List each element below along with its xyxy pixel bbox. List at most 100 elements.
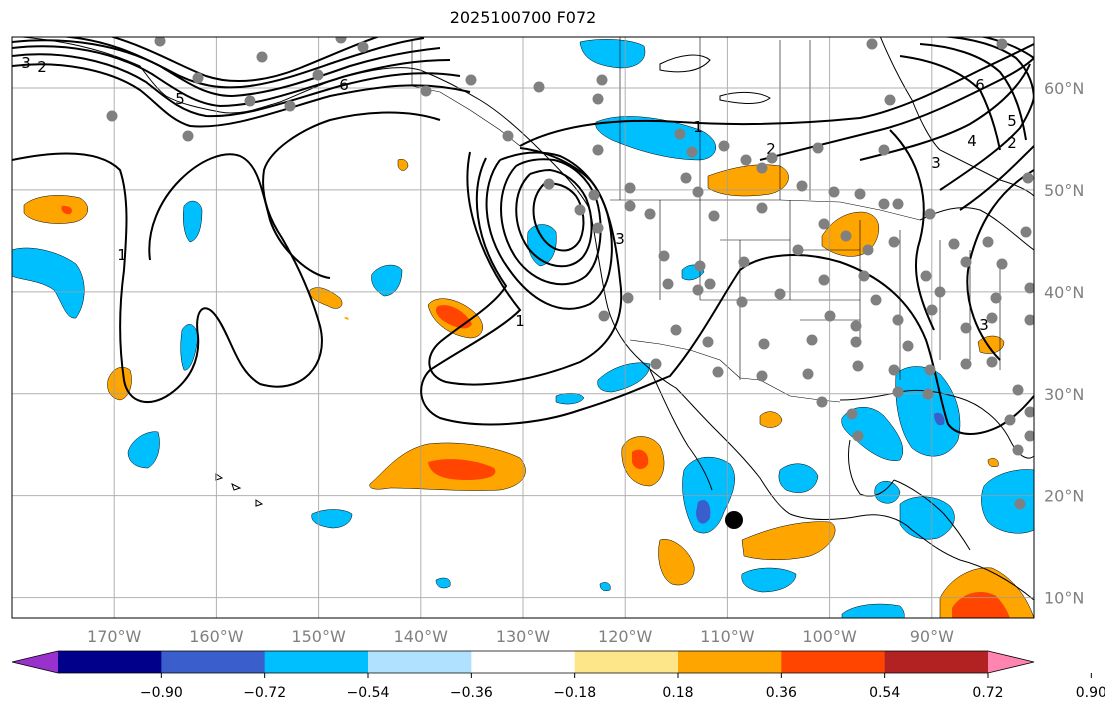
observation-point (650, 358, 662, 370)
colorbar-tick-label: −0.36 (450, 685, 493, 701)
observation-point (1024, 430, 1034, 442)
cool-anomaly-core (934, 412, 945, 426)
observation-point (644, 208, 656, 220)
lat-label: 60°N (1044, 79, 1084, 98)
lat-label: 30°N (1044, 385, 1084, 404)
observation-point (888, 236, 900, 248)
observation-point (920, 270, 932, 282)
cool-anomaly (180, 324, 199, 371)
lon-label: 170°W (87, 627, 142, 646)
observation-point (598, 310, 610, 322)
observation-point (702, 336, 714, 348)
warm-anomaly (309, 287, 343, 309)
observation-point (792, 244, 804, 256)
lat-label: 40°N (1044, 283, 1084, 302)
observation-point (816, 396, 828, 408)
observation-point (854, 188, 866, 200)
observation-point (846, 408, 858, 420)
observation-point (1020, 226, 1032, 238)
observation-point (533, 81, 545, 93)
contour-line (500, 158, 602, 286)
observation-point (1024, 314, 1034, 326)
contour-line (899, 55, 1001, 151)
observation-point (774, 288, 786, 300)
lat-label: 10°N (1044, 589, 1084, 608)
lon-label: 110°W (700, 627, 755, 646)
contour-label: 6 (975, 76, 985, 94)
warm-anomaly (987, 458, 999, 467)
observation-point (592, 222, 604, 234)
contour-label: 4 (967, 132, 977, 150)
observation-point (192, 72, 204, 84)
observation-point (680, 172, 692, 184)
warm-anomaly (107, 367, 132, 401)
observation-point (738, 256, 750, 268)
observation-point (888, 364, 900, 376)
island (659, 54, 711, 73)
observation-point (592, 93, 604, 105)
anomaly-shading (12, 39, 1034, 618)
colorbar-extend-low (12, 651, 58, 673)
colorbar-tick-label: −0.72 (243, 685, 286, 701)
colorbar-segment (781, 651, 886, 673)
colorbar-segment (58, 651, 162, 673)
observation-point (892, 386, 904, 398)
contour-labels: 1 2 3 4 5 6 1 2 3 5 6 1 3 2 3 (21, 54, 1017, 334)
cool-anomaly (741, 567, 797, 593)
lon-label: 140°W (394, 627, 449, 646)
observation-point (982, 236, 994, 248)
colorbar-segment (368, 651, 472, 673)
cool-anomaly (435, 577, 451, 589)
colorbar-segment (161, 651, 266, 673)
contour-line (12, 111, 441, 403)
observation-point (878, 144, 890, 156)
observation-point (543, 178, 555, 190)
observation-point (996, 258, 1008, 270)
warm-anomaly (23, 195, 88, 224)
observation-point (960, 358, 972, 370)
observation-point (796, 180, 808, 192)
lon-label: 130°W (496, 627, 551, 646)
coastline (649, 369, 713, 491)
coastlines (17, 37, 1034, 601)
observation-point (852, 360, 864, 372)
observation-point (806, 334, 818, 346)
observation-point (840, 230, 852, 242)
contour-label: 1 (117, 246, 127, 264)
observation-point (712, 366, 724, 378)
observation-point (182, 130, 194, 142)
observation-point (758, 338, 770, 350)
observation-point (106, 110, 118, 122)
colorbar-segment (264, 651, 369, 673)
observation-point (596, 74, 608, 86)
contour-line (12, 45, 451, 108)
observation-point (948, 238, 960, 250)
observation-point (828, 186, 840, 198)
lon-label: 150°W (291, 627, 346, 646)
cool-anomaly-core (696, 499, 711, 524)
warm-anomaly (397, 159, 409, 171)
coastline (893, 479, 971, 551)
cool-anomaly (981, 469, 1034, 534)
contour-label: 3 (21, 54, 31, 72)
colorbar-segment (884, 651, 989, 673)
observation-point (588, 189, 600, 201)
observation-point (812, 142, 824, 154)
island (255, 499, 264, 507)
coastline (847, 439, 895, 497)
warm-anomaly (759, 411, 783, 428)
observation-point (1024, 406, 1034, 418)
coastline (17, 37, 1034, 601)
observation-point (866, 38, 878, 50)
observation-point (892, 314, 904, 326)
observation-point (284, 100, 296, 112)
colorbar-tick-label: −0.54 (347, 685, 390, 701)
observation-point (154, 37, 166, 47)
lat-label: 50°N (1044, 181, 1084, 200)
cool-anomaly (874, 480, 901, 504)
island (719, 91, 771, 104)
observation-point (1012, 444, 1024, 456)
colorbar-tick-label: −0.90 (140, 685, 183, 701)
map-border (11, 36, 1035, 619)
colorbar-outline (11, 650, 1035, 674)
